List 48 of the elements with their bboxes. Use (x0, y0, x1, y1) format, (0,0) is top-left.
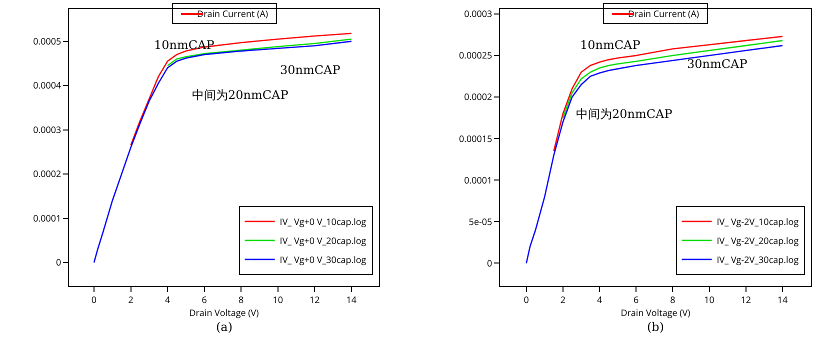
text: (b) (647, 320, 664, 334)
y-tick-label: 0 (56, 256, 62, 269)
legend-label: IV_ Vg+0 V_10cap.log (280, 214, 366, 228)
x-tick-label: 6 (202, 292, 207, 306)
x-tick-label: 4 (596, 292, 602, 306)
annotation: 30nmCAP (280, 63, 340, 77)
line-series (553, 36, 784, 152)
y-tick-label: 0.0002 (33, 167, 62, 180)
x-tick-label: 6 (634, 292, 639, 306)
y-tick-label: 0.0005 (33, 34, 62, 48)
legend-label: IV_ Vg-2V_30cap.log (716, 252, 799, 266)
x-tick-label: 2 (560, 292, 566, 306)
annotation: 10nmCAP (154, 38, 214, 52)
y-tick-label: 0.0003 (464, 7, 492, 20)
x-tick-label: 14 (346, 292, 357, 306)
x-tick-label: 0 (524, 292, 529, 306)
x-axis-title: Drain Voltage (V) (620, 306, 691, 319)
x-tick-label: 2 (128, 292, 134, 306)
y-tick-label: 0.0003 (33, 122, 62, 136)
y-tick-label: 0.00015 (458, 132, 492, 145)
legend-label: IV_ Vg+0 V_30cap.log (280, 252, 366, 266)
x-tick-label: 8 (670, 292, 676, 306)
x-tick-label: 8 (238, 292, 244, 306)
legend-label: IV_ Vg-2V_10cap.log (716, 214, 799, 228)
y-tick-label: 0.0004 (33, 78, 62, 92)
line-series (562, 40, 784, 118)
x-axis-title: Drain Voltage (V) (189, 306, 260, 319)
annotation: 中间为20nmCAP (576, 107, 672, 121)
x-tick-label: 4 (164, 292, 170, 306)
x-tick-label: 12 (740, 292, 752, 306)
x-tick-label: 0 (91, 292, 97, 306)
y-tick-label: 5e-05 (468, 214, 492, 228)
text: (a) (216, 320, 233, 334)
line-series (130, 32, 352, 146)
legend-label: IV_ Vg+0 V_20cap.log (280, 234, 366, 247)
y-tick-label: 0.0001 (464, 173, 492, 186)
annotation: 中间为20nmCAP (192, 88, 288, 102)
legend-label: IV_ Vg-2V_20cap.log (716, 234, 799, 247)
y-tick-label: 0 (487, 256, 492, 270)
x-tick-label: 14 (777, 292, 788, 306)
annotation: 30nmCAP (687, 57, 748, 71)
y-tick-label: 0.0001 (33, 211, 62, 224)
x-tick-label: 10 (272, 292, 284, 306)
y-tick-label: 0.00025 (458, 48, 492, 62)
x-tick-label: 12 (310, 292, 320, 306)
y-tick-label: 0.0002 (464, 90, 492, 104)
annotation: 10nmCAP (580, 38, 640, 52)
x-tick-label: 10 (704, 292, 714, 306)
